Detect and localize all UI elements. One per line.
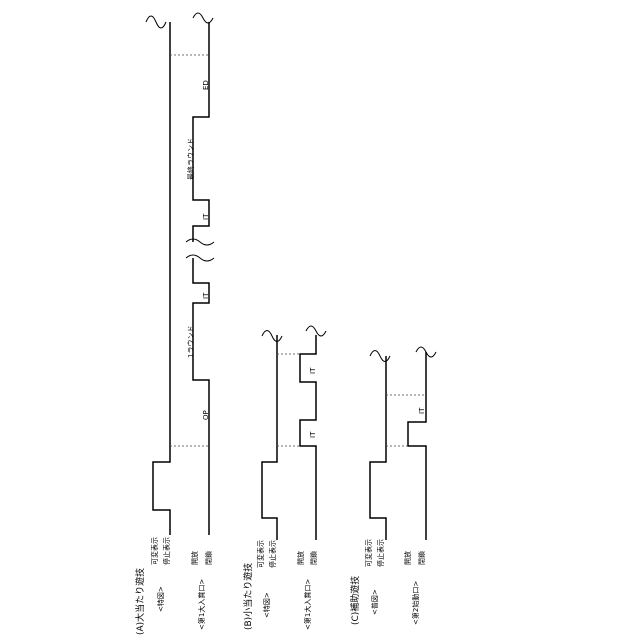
panel-b-label-entrance: <第1大入賞口> [303, 579, 312, 630]
panel-b-title: (B)小当たり遊技 [242, 563, 254, 630]
panel-c-label-closed: 閉鎖 [417, 551, 426, 565]
panel-a-label-stop: 停止表示 [162, 537, 171, 565]
panel-c-symbol-waveform [370, 356, 386, 540]
panel-a-round-first-label: 1ラウンド [187, 326, 195, 358]
panel-b-entrance-break [306, 326, 326, 336]
panel-a-label-symbol: <特図> [156, 586, 165, 612]
panel-c-label-entrance: <第2始動口> [411, 581, 420, 625]
panel-c-symbol-break [370, 351, 390, 362]
panel-b-label-stop: 停止表示 [268, 540, 277, 568]
panel-c-title: (C)補助遊技 [349, 576, 361, 625]
panel-a-entrance-break [193, 13, 213, 23]
panel-a-break-lower [186, 255, 214, 261]
panel-b-label-open: 開放 [296, 551, 305, 565]
panel-c-label-variable: 可変表示 [364, 539, 373, 567]
panel-b-symbol-break [262, 331, 282, 342]
panel-a-label-closed: 閉鎖 [204, 551, 213, 565]
panel-a-ed-label: ED [202, 80, 210, 90]
panel-b-small-win-game: (B)小当たり遊技 可変表示 停止表示 <特図> 開放 閉鎖 <第1大入賞口> … [242, 326, 326, 630]
panel-a-label-entrance: <第1大入賞口> [197, 579, 206, 630]
panel-a-it1-label: IT [202, 292, 210, 299]
panel-a-label-open: 開放 [190, 551, 199, 565]
panel-c-label-stop: 停止表示 [376, 539, 385, 567]
panel-a-label-variable: 可変表示 [150, 537, 159, 565]
panel-b-it1-label: IT [309, 431, 317, 438]
panel-b-symbol-waveform [262, 335, 277, 540]
panel-a-op-label: OP [202, 410, 210, 420]
panel-a-symbol-waveform [153, 22, 170, 535]
panel-a-it2-label: IT [202, 213, 210, 220]
panel-c-label-open: 開放 [403, 551, 412, 565]
panel-c-auxiliary-game: (C)補助遊技 可変表示 停止表示 <普図> 開放 閉鎖 <第2始動口> IT [349, 347, 436, 625]
panel-c-it1-label: IT [418, 407, 426, 414]
panel-c-label-symbol: <普図> [370, 589, 379, 615]
panel-b-it2-label: IT [309, 367, 317, 374]
panel-b-label-closed: 閉鎖 [309, 551, 318, 565]
panel-b-label-symbol: <特図> [262, 592, 271, 618]
panel-c-entrance-waveform [408, 352, 426, 540]
panel-a-jackpot-game: (A)大当たり遊技 可変表示 停止表示 <特図> 開放 閉鎖 <第1大入賞口> … [134, 13, 214, 635]
panel-a-symbol-break [146, 16, 166, 28]
panel-a-round-last-label: 最終ラウンド [186, 138, 195, 180]
panel-b-label-variable: 可変表示 [256, 540, 265, 568]
panel-a-break-upper [186, 239, 214, 245]
panel-a-entrance-waveform [193, 22, 209, 535]
panel-a-title: (A)大当たり遊技 [134, 568, 146, 635]
